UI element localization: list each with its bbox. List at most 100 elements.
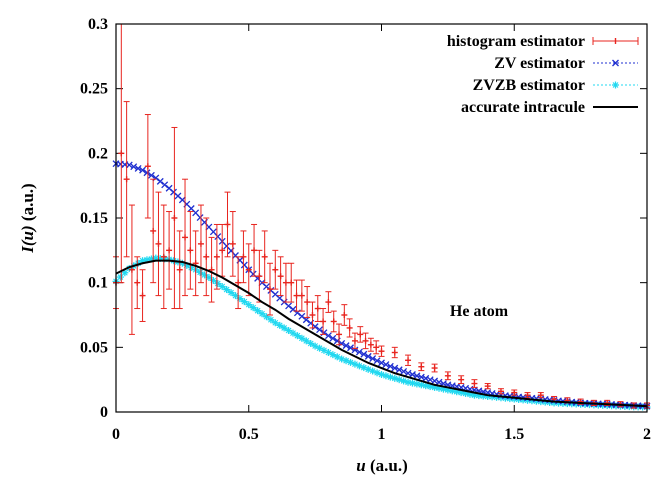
zv-point [373,357,381,365]
zv-point [413,372,421,380]
legend-key-histogram [592,37,639,45]
zvzb-point [254,307,262,315]
y-tick-label: 0 [100,404,108,421]
histogram-errorbar [166,211,173,290]
series-zvzb [112,254,651,411]
zv-point [316,326,324,334]
histogram-errorbar [458,375,465,385]
series-layer [112,24,651,411]
zv-point [369,355,377,363]
zv-point [298,312,306,320]
zvzb-point [413,380,421,388]
histogram-errorbar [160,204,167,310]
histogram-errorbar [367,337,374,352]
histogram-errorbar [219,223,226,277]
zv-point [152,174,160,182]
zv-point [360,350,368,358]
histogram-errorbar [288,262,295,303]
legend-key-zv [593,59,638,67]
zvzb-point [245,301,253,309]
legend-label-zvzb: ZVZB estimator [473,77,585,94]
zvzb-point [214,280,222,288]
zv-point [378,359,385,367]
zvzb-point [267,316,275,324]
histogram-errorbar [298,279,305,312]
x-tick-label: 2 [643,426,651,443]
histogram-errorbar [139,269,146,322]
histogram-errorbar [128,204,135,335]
histogram-errorbar [362,332,369,350]
histogram-errorbar [150,178,157,284]
histogram-errorbar [346,318,353,338]
histogram-errorbar [391,346,398,359]
zv-point [147,171,155,179]
legend-label-zv: ZV estimator [494,55,585,72]
zvzb-point [404,378,412,386]
histogram-errorbar [341,304,348,326]
histogram-errorbar [330,310,337,333]
histogram-errorbar [251,223,258,277]
y-tick-label: 0.1 [88,275,108,292]
y-axis-title: I(u) (a.u.) [18,183,37,253]
zv-point [342,342,350,350]
histogram-errorbar [277,256,284,297]
histogram-errorbar [497,388,504,395]
x-tick-label: 1 [378,426,386,443]
histogram-errorbar [336,323,343,346]
zvzb-point [249,304,257,312]
zv-point [285,302,293,310]
zv-point [125,161,133,169]
histogram-errorbar [314,295,321,322]
legend-keys [592,37,639,108]
x-axis-unit: (a.u.) [366,456,408,475]
zvzb-point [116,273,124,281]
histogram-errorbar [418,362,425,372]
histogram-errorbar [537,392,544,399]
histogram-errorbar [373,340,380,355]
zvzb-point [121,269,129,277]
histogram-errorbar [351,332,358,350]
histogram-errorbar [197,204,204,284]
histogram-errorbar [405,354,412,366]
histogram-errorbar [577,398,584,405]
x-tick-label: 0 [112,426,120,443]
accurate-intracule-line [115,259,648,408]
x-axis-title: u (a.u.) [356,456,408,475]
zvzb-point [280,324,288,332]
histogram-errorbar [213,223,220,290]
histogram-errorbar [203,217,210,297]
histogram-errorbar [192,230,199,297]
histogram-errorbar [293,279,300,312]
zv-point [161,181,169,189]
histogram-errorbar [282,262,289,303]
histogram-errorbar [256,249,263,303]
plot-frame [115,23,648,413]
histogram-errorbar [224,191,231,258]
zvzb-point [289,329,297,337]
zv-point [364,352,372,360]
histogram-errorbar [524,392,531,399]
zv-point [409,371,416,378]
zv-point [417,373,425,381]
zvzb-point [439,385,447,393]
zvzb-point [227,289,235,297]
histogram-errorbar [240,230,247,284]
zv-point [134,164,142,172]
histogram-errorbar [484,383,491,390]
histogram-errorbar [245,243,252,297]
zv-point [338,339,346,347]
histogram-errorbar [304,286,311,319]
histogram-errorbar [357,326,364,343]
histogram-errorbar [155,191,162,297]
zv-point [139,166,147,174]
histogram-errorbar [235,256,242,310]
zv-point [311,323,319,331]
histogram-errorbar [272,249,279,290]
y-tick-label: 0.25 [80,81,108,98]
histogram-errorbar [309,301,316,329]
histogram-errorbar [325,291,332,313]
y-axis-var: I(u) [18,225,37,253]
histogram-errorbar [511,389,518,396]
zv-point [426,376,434,384]
legend-label-histogram: histogram estimator [447,33,585,50]
